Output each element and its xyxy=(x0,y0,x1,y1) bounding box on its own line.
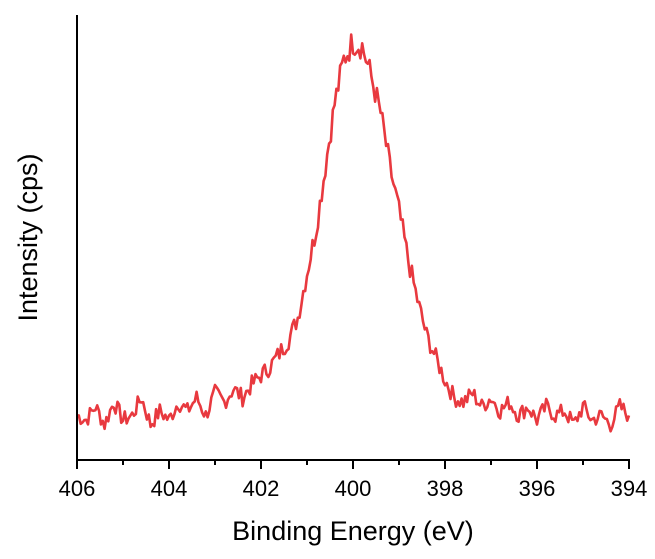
x-tick-label: 396 xyxy=(519,476,556,501)
x-tick-label: 394 xyxy=(611,476,648,501)
x-ticks: 406 404 402 400 398 396 394 xyxy=(59,460,648,501)
x-tick-label: 404 xyxy=(151,476,188,501)
x-tick-label: 402 xyxy=(243,476,280,501)
x-axis-title: Binding Energy (eV) xyxy=(232,516,474,546)
x-tick-label: 400 xyxy=(335,476,372,501)
x-tick-label: 398 xyxy=(427,476,464,501)
y-axis-title: Intensity (cps) xyxy=(13,153,43,321)
x-tick-label: 406 xyxy=(59,476,96,501)
plot-area xyxy=(76,33,631,433)
series-line xyxy=(76,33,631,433)
